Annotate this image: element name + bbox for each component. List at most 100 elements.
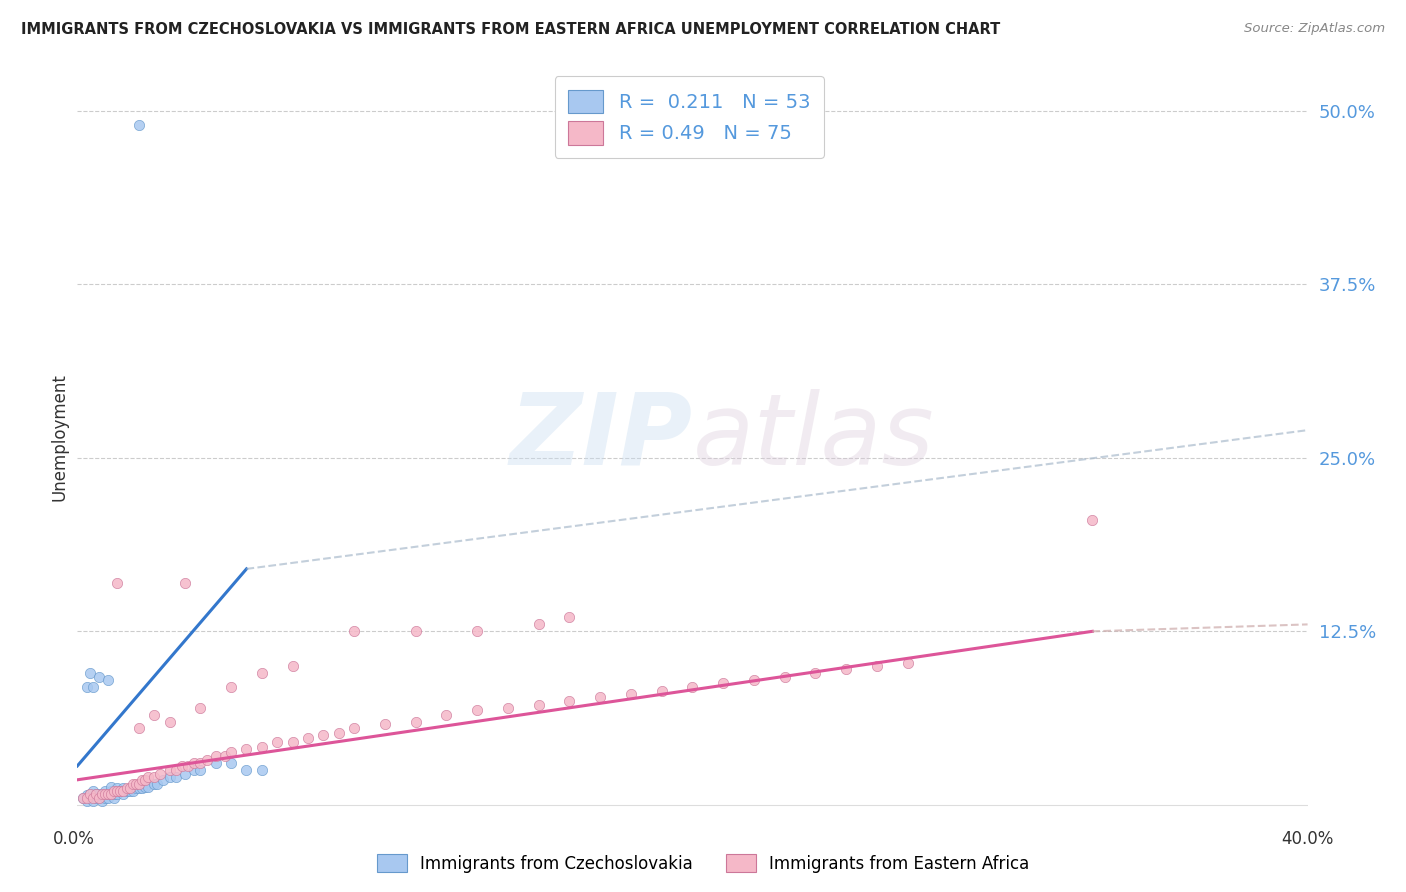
Point <box>112 784 135 798</box>
Point <box>82 790 104 805</box>
Point <box>118 781 141 796</box>
Point <box>620 687 643 701</box>
Point <box>143 707 166 722</box>
Point <box>128 118 150 132</box>
Point <box>79 665 101 680</box>
Point <box>76 790 98 805</box>
Point <box>136 770 159 784</box>
Point <box>343 624 366 639</box>
Point <box>115 781 138 796</box>
Point <box>235 742 257 756</box>
Point <box>79 787 101 801</box>
Point <box>100 780 122 794</box>
Point <box>94 787 117 801</box>
Point <box>188 700 212 714</box>
Text: IMMIGRANTS FROM CZECHOSLOVAKIA VS IMMIGRANTS FROM EASTERN AFRICA UNEMPLOYMENT CO: IMMIGRANTS FROM CZECHOSLOVAKIA VS IMMIGR… <box>21 22 1000 37</box>
Point <box>121 784 143 798</box>
Point <box>90 788 114 802</box>
Point <box>105 575 128 590</box>
Point <box>82 680 104 694</box>
Point <box>266 735 288 749</box>
Point <box>558 694 581 708</box>
Legend: Immigrants from Czechoslovakia, Immigrants from Eastern Africa: Immigrants from Czechoslovakia, Immigran… <box>370 847 1036 880</box>
Point <box>128 781 150 796</box>
Point <box>527 617 550 632</box>
Point <box>110 784 132 798</box>
Point <box>328 725 350 739</box>
Point <box>82 788 104 802</box>
Text: 40.0%: 40.0% <box>1281 830 1334 847</box>
Point <box>97 787 120 801</box>
Point <box>105 781 128 796</box>
Point <box>146 777 169 791</box>
Point <box>436 707 458 722</box>
Point <box>79 787 101 801</box>
Point <box>125 777 148 791</box>
Point <box>103 787 125 801</box>
Point <box>159 763 181 777</box>
Text: 0.0%: 0.0% <box>53 830 96 847</box>
Point <box>711 675 734 690</box>
Point <box>143 770 166 784</box>
Point <box>165 763 187 777</box>
Point <box>105 784 128 798</box>
Point <box>87 790 110 805</box>
Point <box>204 756 226 771</box>
Point <box>100 787 122 801</box>
Point <box>94 790 117 805</box>
Point <box>112 781 135 796</box>
Point <box>219 680 242 694</box>
Point <box>219 756 242 771</box>
Point <box>110 784 132 798</box>
Point <box>170 759 193 773</box>
Point <box>742 673 765 687</box>
Point <box>82 784 104 798</box>
Point <box>174 575 197 590</box>
Point <box>183 756 205 771</box>
Point <box>128 777 150 791</box>
Point <box>76 788 98 802</box>
Point <box>100 784 122 798</box>
Point <box>866 659 889 673</box>
Point <box>112 787 135 801</box>
Point <box>312 728 335 742</box>
Point <box>297 731 319 746</box>
Point <box>159 770 181 784</box>
Point <box>159 714 181 729</box>
Point <box>115 784 138 798</box>
Point <box>90 787 114 801</box>
Point <box>136 780 159 794</box>
Point <box>87 790 110 805</box>
Point <box>527 698 550 712</box>
Point <box>405 624 427 639</box>
Point <box>1081 513 1104 527</box>
Point <box>134 772 156 787</box>
Point <box>94 784 117 798</box>
Point <box>103 790 125 805</box>
Point <box>128 722 150 736</box>
Point <box>188 756 212 771</box>
Text: Source: ZipAtlas.com: Source: ZipAtlas.com <box>1244 22 1385 36</box>
Point <box>589 690 612 704</box>
Legend: R =  0.211   N = 53, R = 0.49   N = 75: R = 0.211 N = 53, R = 0.49 N = 75 <box>554 76 824 159</box>
Point <box>651 684 673 698</box>
Point <box>76 680 98 694</box>
Point <box>87 670 110 684</box>
Point <box>72 790 94 805</box>
Point <box>103 784 125 798</box>
Point <box>835 662 858 676</box>
Point <box>219 745 242 759</box>
Point <box>84 790 107 805</box>
Point <box>897 657 920 671</box>
Point <box>235 763 257 777</box>
Point <box>214 749 236 764</box>
Point <box>250 763 273 777</box>
Point <box>125 781 148 796</box>
Point <box>804 665 827 680</box>
Y-axis label: Unemployment: Unemployment <box>51 373 69 501</box>
Point <box>281 659 304 673</box>
Point <box>134 780 156 794</box>
Text: ZIP: ZIP <box>509 389 693 485</box>
Point <box>250 665 273 680</box>
Point <box>204 749 226 764</box>
